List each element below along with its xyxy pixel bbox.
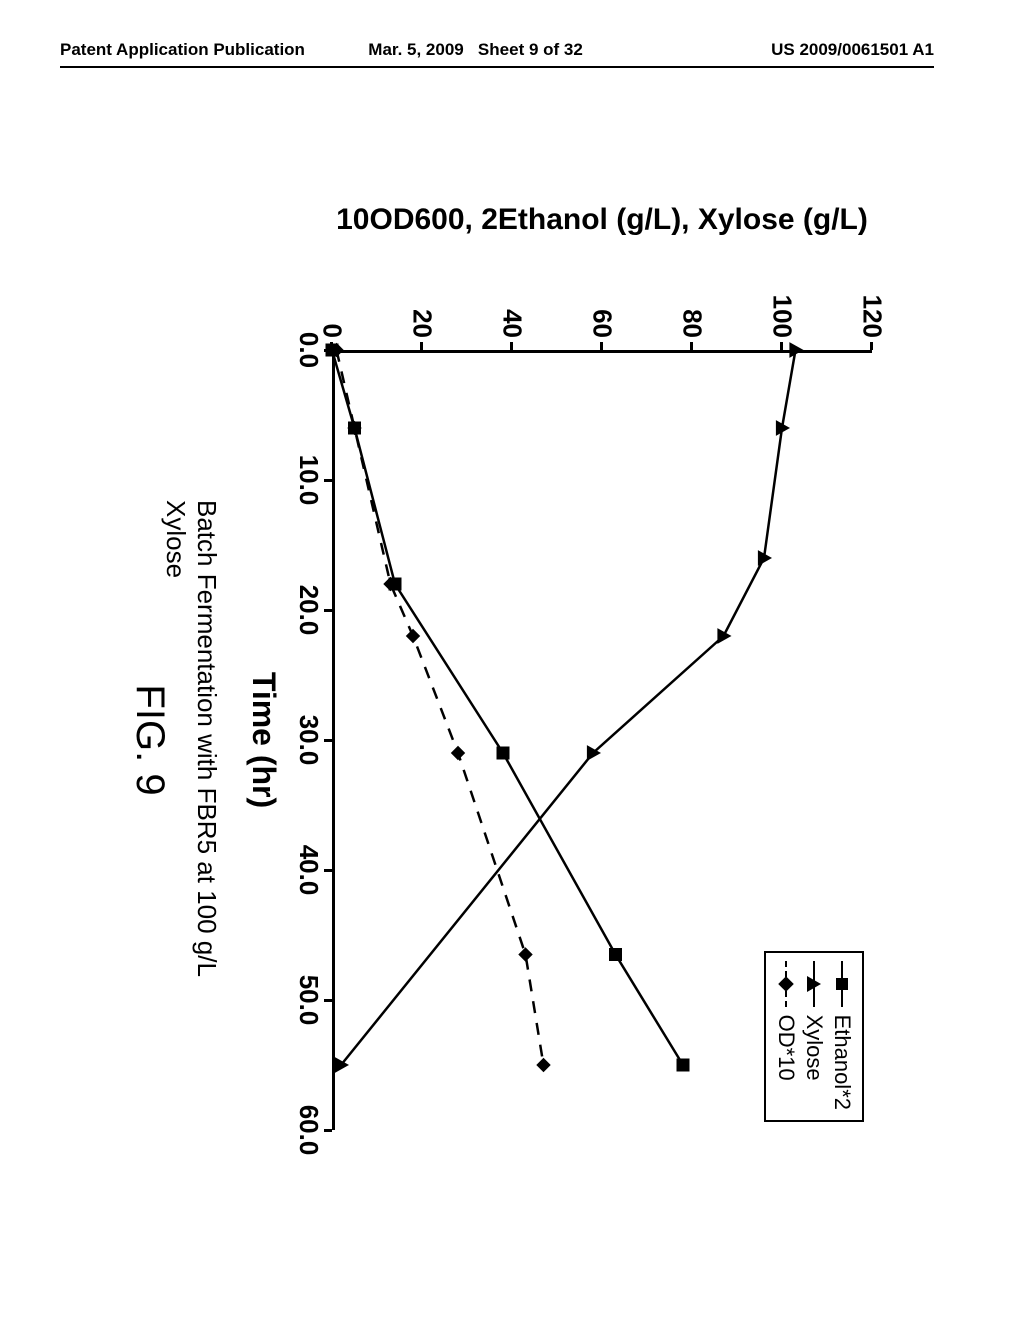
y-tick [870, 342, 873, 350]
x-tick [324, 349, 332, 352]
series-layer [332, 350, 872, 1130]
y-tick [510, 342, 513, 350]
x-tick [324, 1129, 332, 1132]
x-tick-label: 10.0 [293, 450, 324, 510]
series-line [332, 350, 683, 1065]
series-line [337, 350, 544, 1065]
y-tick-label: 40 [497, 278, 528, 338]
series-marker [677, 1059, 689, 1071]
y-tick [780, 342, 783, 350]
y-tick-label: 100 [767, 278, 798, 338]
header-date: Mar. 5, 2009 [368, 40, 463, 59]
x-tick-label: 50.0 [293, 970, 324, 1030]
y-tick-label: 60 [587, 278, 618, 338]
header-sheet: Sheet 9 of 32 [478, 40, 583, 59]
x-tick [324, 999, 332, 1002]
page: Patent Application Publication Mar. 5, 2… [0, 0, 1024, 1320]
plot-area: Ethanol*2 Xylose OD* [332, 350, 872, 1130]
chart-canvas: 10OD600, 2Ethanol (g/L), Xylose (g/L) Et… [102, 180, 922, 1220]
x-tick-label: 0.0 [293, 320, 324, 380]
series-marker [790, 343, 803, 357]
x-tick-label: 30.0 [293, 710, 324, 770]
x-tick [324, 479, 332, 482]
y-tick [420, 342, 423, 350]
x-axis-title: Time (hr) [245, 672, 282, 808]
y-tick-label: 120 [857, 278, 888, 338]
series-marker [452, 747, 465, 760]
y-tick [690, 342, 693, 350]
x-tick-label: 40.0 [293, 840, 324, 900]
series-line [341, 350, 796, 1065]
x-tick-label: 20.0 [293, 580, 324, 640]
series-marker [497, 747, 509, 759]
x-tick [324, 869, 332, 872]
y-axis-title: 10OD600, 2Ethanol (g/L), Xylose (g/L) [336, 203, 868, 237]
x-tick [324, 739, 332, 742]
x-tick-label: 60.0 [293, 1100, 324, 1160]
y-tick [600, 342, 603, 350]
header-pubno: US 2009/0061501 A1 [771, 40, 934, 60]
series-marker [537, 1059, 550, 1072]
series-marker [407, 630, 420, 643]
y-tick-label: 80 [677, 278, 708, 338]
y-tick-label: 20 [407, 278, 438, 338]
page-header: Patent Application Publication Mar. 5, 2… [60, 36, 934, 68]
figure-label: FIG. 9 [127, 684, 172, 795]
header-left: Patent Application Publication [60, 40, 305, 60]
x-tick [324, 609, 332, 612]
header-mid: Mar. 5, 2009 Sheet 9 of 32 [368, 40, 583, 60]
series-marker [610, 949, 622, 961]
series-marker [519, 948, 532, 961]
series-marker [718, 629, 731, 643]
